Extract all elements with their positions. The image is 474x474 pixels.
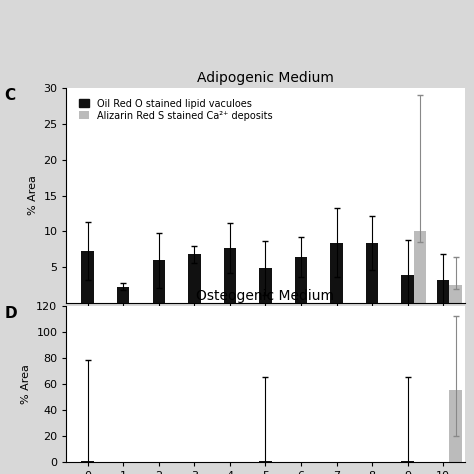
- Bar: [224, 248, 236, 303]
- Bar: [188, 255, 201, 303]
- Title: Osteogenic Medium: Osteogenic Medium: [196, 289, 335, 303]
- Text: D: D: [5, 306, 18, 321]
- Bar: [449, 285, 462, 303]
- Title: Adipogenic Medium: Adipogenic Medium: [197, 71, 334, 85]
- Bar: [366, 243, 378, 303]
- Bar: [153, 260, 165, 303]
- Bar: [330, 243, 343, 303]
- Bar: [449, 391, 462, 462]
- Bar: [259, 268, 272, 303]
- Bar: [437, 280, 449, 303]
- Text: C: C: [5, 88, 16, 103]
- Bar: [82, 251, 94, 303]
- Y-axis label: % Area: % Area: [21, 364, 31, 404]
- Bar: [401, 274, 414, 303]
- Bar: [414, 231, 426, 303]
- Bar: [295, 256, 307, 303]
- Bar: [117, 287, 129, 303]
- Legend: Oil Red O stained lipid vaculoes, Alizarin Red S stained Ca²⁺ deposits: Oil Red O stained lipid vaculoes, Alizar…: [75, 95, 276, 125]
- Y-axis label: % Area: % Area: [27, 175, 37, 216]
